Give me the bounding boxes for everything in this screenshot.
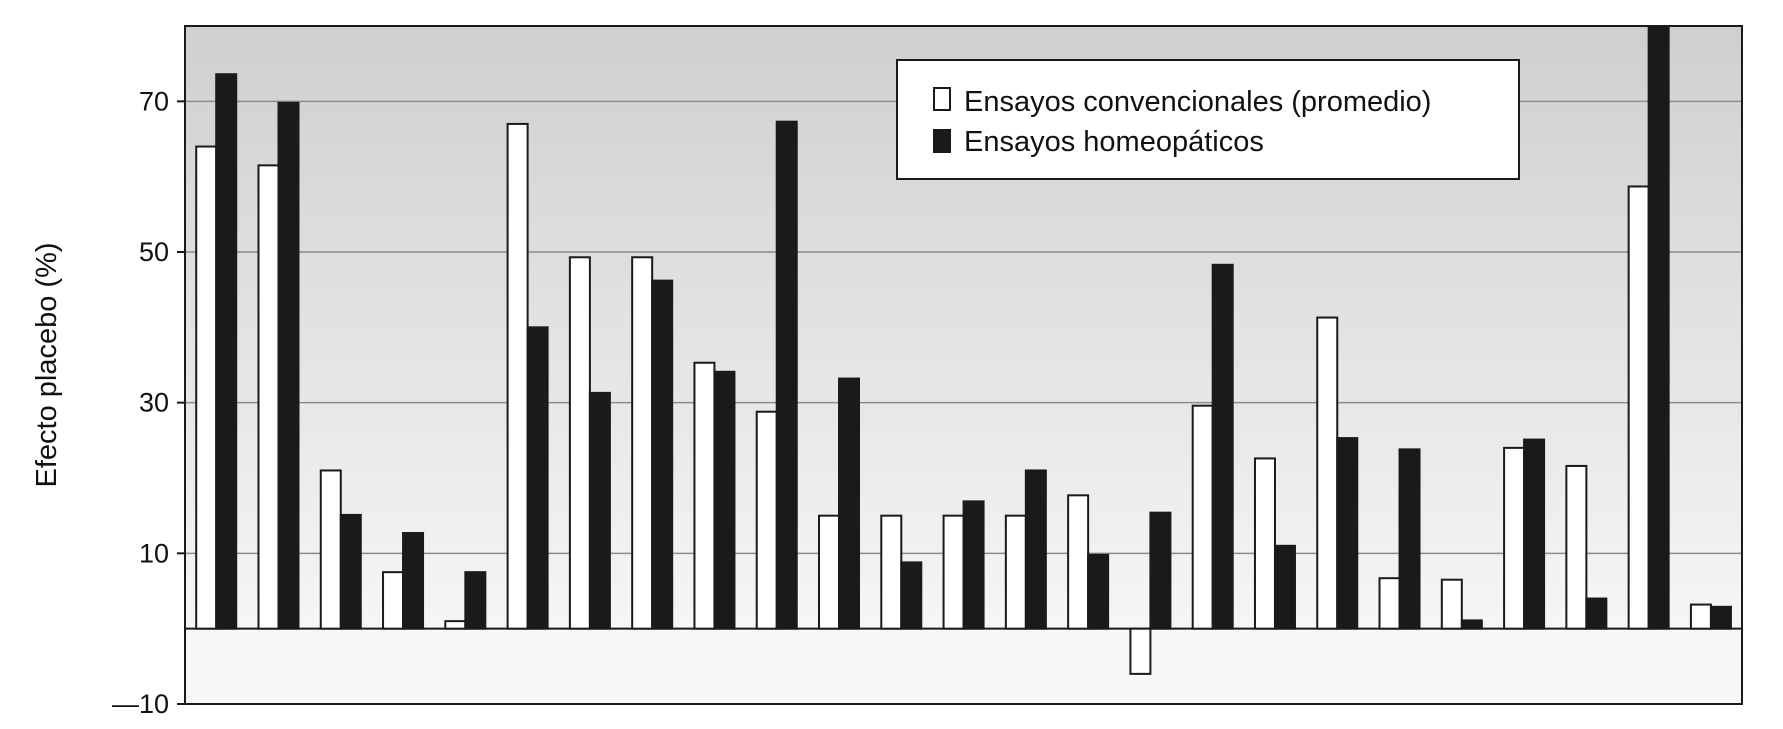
legend: Ensayos convencionales (promedio) Ensayo… (896, 59, 1520, 180)
bar-conventional-6 (506, 122, 529, 630)
bar-homeopathic-21 (1460, 619, 1483, 630)
bar-conventional-5 (444, 620, 467, 630)
bar-homeopathic-6 (526, 326, 549, 630)
bar-homeopathic-4 (402, 531, 425, 630)
bar-homeopathic-17 (1211, 263, 1234, 630)
bar-conventional-12 (880, 514, 903, 630)
bar-conventional-4 (382, 571, 405, 630)
bar-conventional-17 (1191, 404, 1214, 630)
bar-conventional-18 (1253, 457, 1276, 630)
plot-border (184, 25, 1743, 705)
bar-conventional-14 (1004, 514, 1027, 630)
bar-conventional-23 (1565, 464, 1588, 630)
bar-conventional-15 (1067, 494, 1090, 630)
bar-conventional-7 (568, 256, 591, 630)
bar-conventional-3 (319, 469, 342, 630)
bar-conventional-10 (755, 410, 778, 630)
bar-conventional-11 (818, 514, 841, 630)
legend-swatch-conventional (933, 87, 951, 111)
bar-conventional-20 (1378, 577, 1401, 630)
bar-homeopathic-23 (1585, 597, 1608, 630)
bar-homeopathic-13 (962, 500, 985, 630)
bar-homeopathic-2 (277, 101, 300, 630)
bar-homeopathic-14 (1024, 469, 1047, 630)
bar-conventional-16 (1129, 627, 1152, 675)
bar-conventional-24 (1627, 185, 1650, 630)
y-axis-title: Efecto placebo (%) (31, 242, 63, 487)
bar-homeopathic-3 (339, 513, 362, 630)
bar-homeopathic-18 (1273, 544, 1296, 630)
bar-homeopathic-19 (1336, 437, 1359, 630)
bar-conventional-2 (257, 164, 280, 630)
bar-homeopathic-12 (900, 561, 923, 630)
legend-label-conventional: Ensayos convencionales (promedio) (964, 86, 1431, 118)
bar-homeopathic-10 (775, 120, 798, 630)
legend-label-homeopathic: Ensayos homeopáticos (964, 126, 1264, 158)
bar-homeopathic-16 (1149, 511, 1172, 630)
bar-homeopathic-24 (1647, 25, 1670, 630)
bar-conventional-22 (1503, 446, 1526, 630)
bar-homeopathic-15 (1087, 553, 1110, 630)
bar-homeopathic-7 (588, 391, 611, 630)
bar-conventional-1 (195, 145, 218, 630)
bar-conventional-13 (942, 514, 965, 630)
bar-conventional-9 (693, 361, 716, 630)
bar-homeopathic-1 (215, 73, 238, 630)
y-tick-label-2: 30 (139, 388, 169, 418)
bar-homeopathic-11 (838, 377, 861, 630)
y-axis-ticks: —10 10 30 50 70 (112, 86, 185, 719)
bar-homeopathic-8 (651, 279, 674, 630)
bar-conventional-21 (1440, 578, 1463, 630)
y-tick-label-0: —10 (112, 689, 169, 719)
legend-swatch-homeopathic (933, 129, 951, 153)
bar-homeopathic-20 (1398, 448, 1421, 630)
bar-homeopathic-5 (464, 571, 487, 630)
bar-conventional-25 (1689, 603, 1712, 630)
legend-box (896, 59, 1520, 180)
bar-homeopathic-22 (1523, 438, 1546, 630)
bar-homeopathic-9 (713, 370, 736, 630)
y-tick-label-3: 50 (139, 237, 169, 267)
bars (195, 25, 1732, 675)
y-tick-label-4: 70 (139, 86, 169, 116)
bar-conventional-19 (1316, 316, 1339, 630)
bar-conventional-8 (631, 256, 654, 630)
bar-homeopathic-25 (1709, 605, 1732, 630)
y-tick-label-1: 10 (139, 538, 169, 568)
plot-background-negative (185, 630, 1742, 704)
